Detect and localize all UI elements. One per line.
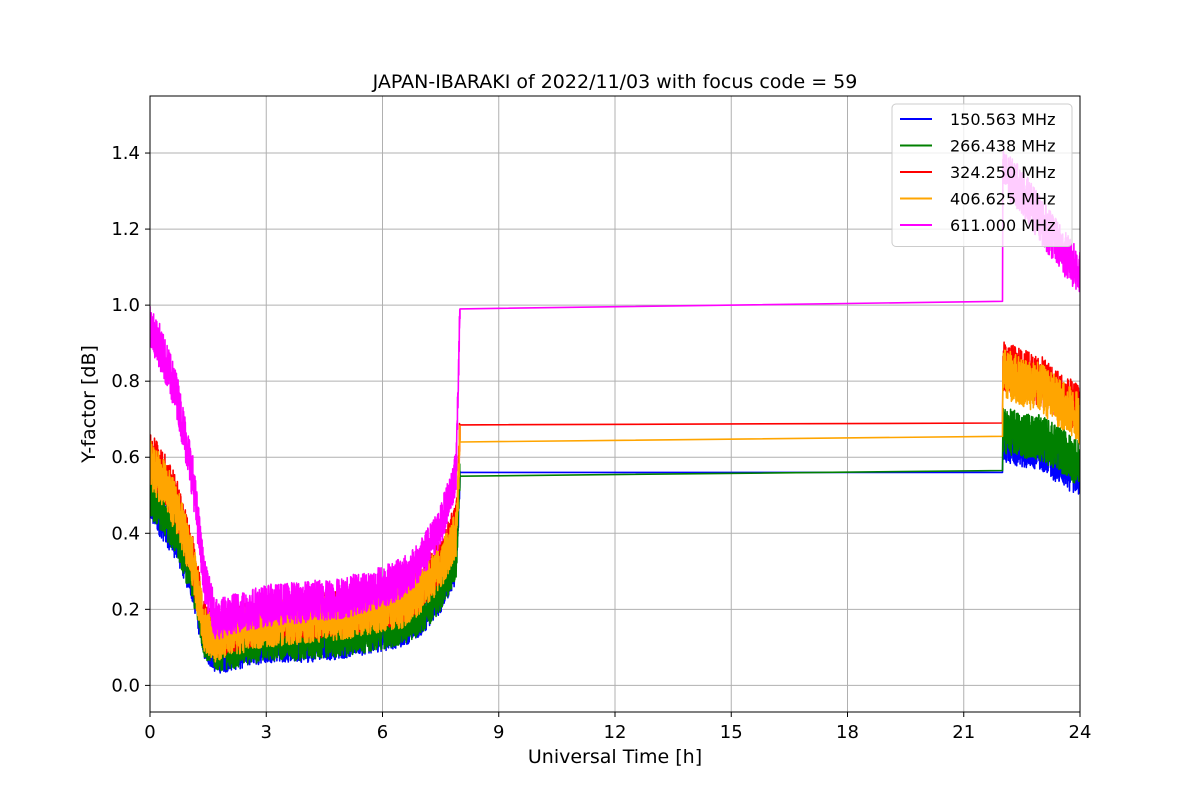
chart-title: JAPAN-IBARAKI of 2022/11/03 with focus c… — [372, 71, 858, 93]
tick-layer: 0 3 6 9 12 15 18 21 24 0.0 0.2 0.4 0.6 0.8 1.0 1.2 1.4 — [111, 143, 1091, 743]
x-tick-label: 0 — [144, 722, 155, 743]
y-tick-label: 1.0 — [111, 295, 140, 316]
y-axis-label: Y-factor [dB] — [78, 345, 100, 464]
y-tick-label: 0.2 — [111, 599, 140, 620]
x-tick-label: 15 — [720, 722, 743, 743]
legend-entry-label: 406.625 MHz — [950, 190, 1055, 209]
y-tick-label: 1.2 — [111, 219, 140, 240]
legend-entry-label: 150.563 MHz — [950, 110, 1055, 129]
legend-entry-label: 266.438 MHz — [950, 137, 1055, 156]
x-tick-label: 21 — [952, 722, 975, 743]
x-tick-label: 3 — [261, 722, 272, 743]
legend: 150.563 MHz 266.438 MHz 324.250 MHz 406.625… — [891, 103, 1073, 247]
x-tick-label: 18 — [836, 722, 859, 743]
y-tick-label: 0.6 — [111, 447, 140, 468]
y-tick-label: 0.8 — [111, 371, 140, 392]
legend-box — [891, 103, 1073, 247]
y-tick-label: 0.4 — [111, 523, 140, 544]
x-tick-label: 9 — [493, 722, 504, 743]
legend-entry-label: 324.250 MHz — [950, 163, 1055, 182]
x-tick-label: 24 — [1069, 722, 1092, 743]
x-axis-label: Universal Time [h] — [528, 746, 702, 768]
y-tick-label: 1.4 — [111, 143, 140, 164]
x-tick-label: 12 — [604, 722, 627, 743]
y-tick-label: 0.0 — [111, 675, 140, 696]
x-tick-label: 6 — [377, 722, 388, 743]
legend-entry-label: 611.000 MHz — [950, 216, 1055, 235]
